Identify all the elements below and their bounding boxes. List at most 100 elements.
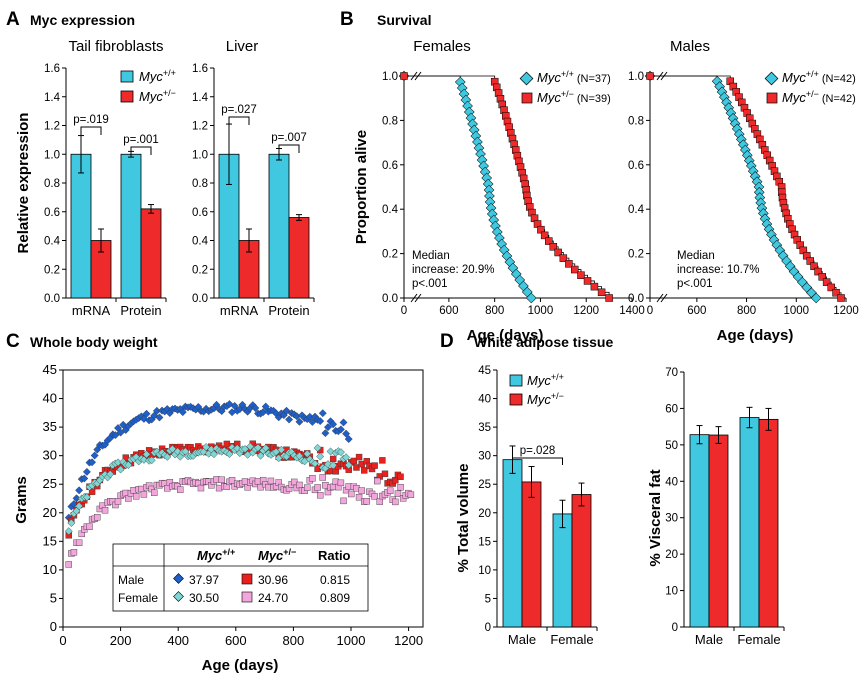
panel-b2-legend: Myc+/+ (N=42) Myc+/− (N=42) (764, 69, 856, 105)
annotation-line: Median (412, 250, 450, 262)
bar (758, 418, 779, 628)
table-cell: 24.70 (258, 591, 288, 605)
panel-b1-xlabel: Age (days) (467, 327, 544, 344)
weight-point (337, 479, 345, 487)
weight-point (124, 461, 133, 469)
panel-b-ylabel: Proportion alive (353, 130, 370, 244)
y-tick-label: 0 (50, 619, 57, 634)
x-tick-label: 1200 (573, 305, 599, 317)
weight-point (303, 449, 312, 458)
weight-point (168, 445, 177, 453)
y-tick-label: 0.8 (382, 115, 398, 127)
y-tick-label: 0 (485, 622, 491, 634)
annotation-line: Median (677, 250, 715, 262)
legend-swatch-het (521, 92, 533, 104)
weight-point (295, 417, 304, 426)
panel-b2-xlabel: Age (days) (717, 327, 794, 344)
survival-point (559, 254, 568, 262)
weight-point (397, 473, 404, 480)
y-tick-label: 0.4 (192, 236, 209, 248)
survival-point (814, 267, 822, 276)
weight-point (75, 539, 83, 546)
x-tick-label: 0 (647, 305, 653, 317)
y-tick-label: 40 (43, 391, 57, 406)
legend-label-het: Myc+/− (N=42) (782, 89, 856, 105)
x-tick-label: mRNA (220, 303, 259, 318)
x-tick-label: Male (508, 632, 536, 647)
y-tick-label: 0.2 (628, 249, 644, 261)
table-cell: 0.809 (320, 591, 350, 605)
weight-point (358, 487, 365, 494)
panel-c-chart: 0 5 10 15 20 25 30 35 40 45 0 200 400 600 800 1000 1200 (43, 362, 424, 648)
weight-point (254, 443, 262, 452)
table-cell: 30.96 (258, 573, 288, 587)
panel-a-legend: Myc+/+ Myc+/− (120, 68, 176, 104)
weight-point (342, 453, 351, 462)
panel-d-legend: Myc+/+ Myc+/− (509, 372, 564, 407)
panel-b1-chart: 0.0 0.2 0.4 0.6 0.8 1.0 0 600 800 1000 1200 1400 (382, 70, 645, 317)
y-tick-label: 0.0 (192, 293, 208, 305)
y-tick-label: 15 (478, 536, 491, 548)
legend-swatch-wt (519, 71, 534, 86)
annotation-line: increase: 10.7% (677, 264, 759, 276)
table-cell: 30.50 (189, 591, 219, 605)
weight-point (392, 498, 399, 506)
y-tick-label: 5 (50, 590, 57, 605)
weight-point (197, 484, 205, 492)
survival-point (590, 282, 599, 291)
x-tick-label: 400 (167, 633, 189, 648)
survival-point (577, 271, 585, 279)
y-tick-label: 0.8 (628, 115, 644, 127)
y-tick-label: 0.4 (44, 236, 61, 248)
weight-point (119, 420, 128, 429)
weight-point (259, 408, 268, 417)
legend-label-het: Myc+/− (139, 88, 176, 104)
weight-point (65, 561, 72, 568)
p-value-label: p=.019 (73, 114, 109, 126)
weight-point (114, 458, 122, 467)
weight-point (86, 523, 93, 530)
table-row-label: Female (118, 591, 158, 605)
weight-table: Myc+/+ Myc+/− Ratio Male 37.97 30.96 0.8… (112, 543, 369, 612)
weight-point (90, 451, 99, 460)
panel-a2-chart: 0.0 0.2 0.4 0.6 0.8 1.0 1.2 1.4 1.6 mRNA Protein p=… (192, 63, 315, 318)
weight-point (261, 444, 270, 453)
table-marker-female-wt (173, 591, 184, 602)
x-tick-label: Female (550, 632, 593, 647)
y-tick-label: 10 (478, 565, 491, 577)
y-tick-label: 10 (43, 562, 57, 577)
annotation-line: increase: 20.9% (412, 264, 494, 276)
y-tick-label: 0.0 (44, 293, 60, 305)
panel-b2-chart: 0.0 0.2 0.4 0.6 0.8 1.0 0 600 800 1000 1200 (628, 70, 859, 317)
x-tick-label: Protein (268, 303, 309, 318)
y-tick-label: 0.6 (382, 160, 398, 172)
legend-label-het: Myc+/− (N=39) (537, 89, 611, 105)
panel-d-title: White adipose tissue (474, 334, 613, 350)
panel-c-ylabel: Grams (13, 476, 30, 524)
weight-point (82, 493, 91, 502)
weight-point (329, 461, 338, 470)
survival-point (818, 273, 826, 281)
weight-point (344, 435, 353, 444)
y-tick-label: 1.4 (192, 92, 209, 104)
weight-point (101, 506, 109, 514)
weight-point (296, 481, 303, 489)
weight-point (251, 404, 260, 412)
significance-bracket (278, 144, 300, 153)
y-tick-label: 30 (478, 451, 491, 463)
weight-point (342, 429, 351, 438)
bar (288, 217, 310, 299)
weight-point (70, 549, 78, 556)
survival-point (806, 257, 815, 265)
survival-point (810, 262, 818, 271)
y-tick-label: 0.8 (192, 178, 208, 190)
y-tick-label: 1.6 (192, 63, 208, 75)
significance-bracket (512, 457, 563, 465)
x-tick-label: Male (695, 632, 723, 647)
y-tick-label: 60 (665, 403, 678, 415)
weight-point (163, 452, 172, 461)
legend-label-het: Myc+/− (527, 391, 564, 407)
y-tick-label: 1.0 (628, 71, 644, 83)
survival-point (525, 292, 537, 304)
